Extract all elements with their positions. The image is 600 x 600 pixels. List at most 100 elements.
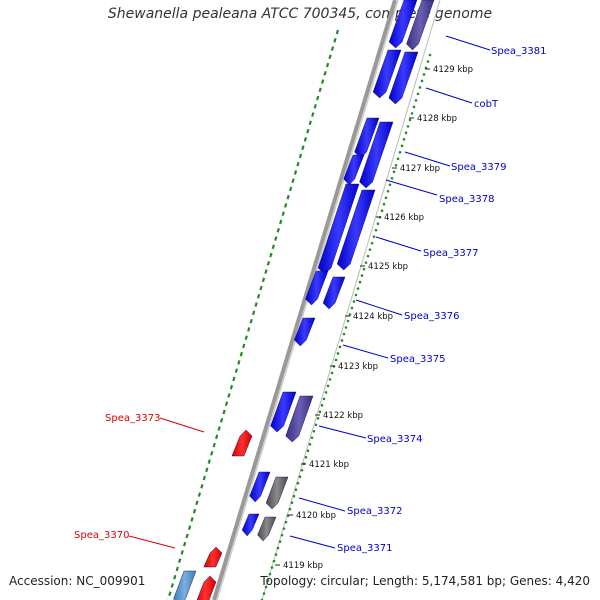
tick-track-dot [422, 73, 426, 76]
gc-skew-dot [212, 442, 216, 448]
gc-skew-dot [264, 269, 268, 274]
gc-skew-dot [215, 434, 219, 440]
gc-skew-dot [335, 29, 340, 35]
tick-track-dot [320, 404, 324, 407]
tick-track-dot [312, 430, 316, 433]
gc-skew-dot [308, 120, 312, 126]
gc-skew-dot [266, 260, 271, 266]
tick-track-dot [334, 358, 338, 362]
tick-track-dot [352, 300, 356, 303]
tick-track-dot [428, 53, 432, 57]
gc-skew-dot [279, 219, 283, 225]
gene-label-leader [298, 497, 346, 512]
gene-arrow-spea-3375 [294, 317, 316, 347]
tick-track-dot [308, 442, 312, 446]
gc-skew-dot [207, 459, 211, 464]
tick-track-dot [278, 540, 282, 543]
tick-track-dot [340, 339, 344, 342]
gc-skew-dot [316, 95, 320, 101]
gene-arrow-spea-3373 [231, 429, 253, 457]
gc-skew-dot [328, 54, 332, 60]
tick-track-dot [280, 533, 284, 537]
gc-skew-dot [311, 112, 315, 117]
tick-track-dot [338, 345, 342, 349]
accession-label: Accession: NC_009901 [9, 574, 146, 588]
tick-track-dot [310, 436, 314, 440]
gc-skew-dot [217, 426, 221, 431]
tick-track-dot [394, 163, 398, 167]
gene-label-spea-3371: Spea_3371 [337, 543, 392, 554]
tick-track-dot [304, 455, 308, 459]
gene-label-leader [375, 236, 422, 252]
tick-track-dot [382, 202, 386, 206]
gene-label-cobt: cobT [474, 99, 499, 110]
tick-track-dot [374, 228, 378, 232]
tick-track-dot [270, 566, 274, 569]
gene-label-leader [289, 535, 336, 549]
gene-arrow-spea-3374b [285, 395, 314, 443]
gc-skew-dot [281, 211, 285, 217]
gene-label-leader [318, 425, 367, 439]
tick-track-dot [366, 254, 370, 258]
tick-track-dot [344, 326, 348, 329]
gc-skew-dot [333, 37, 337, 43]
gc-skew-dot [197, 492, 202, 497]
tick-track-dot [306, 449, 310, 453]
gene-arrow-spea-3378a [343, 154, 365, 186]
gc-skew-dot [251, 310, 256, 316]
tick-label: 4121 kbp [309, 460, 349, 470]
tick-track-dot [282, 527, 286, 530]
tick-track-dot [294, 488, 298, 492]
gc-skew-dot [330, 46, 335, 51]
gene-label-spea-3378: Spea_3378 [439, 194, 494, 205]
gc-skew-dot [237, 360, 241, 365]
gene-label-spea-3370: Spea_3370 [74, 530, 129, 541]
gene-arrow-spea-3370 [203, 546, 223, 568]
tick-track-dot [276, 546, 280, 550]
tick-track-dot [396, 157, 400, 161]
tick-label: 4128 kbp [417, 114, 457, 124]
tick-track-dot [392, 170, 396, 174]
gc-skew-dot [325, 62, 330, 68]
gc-skew-dot [202, 475, 207, 481]
gc-skew-dot [320, 79, 325, 84]
tick-track-dot [272, 559, 276, 563]
gc-skew-dot [192, 508, 197, 514]
tick-track-dot [266, 579, 270, 582]
gc-skew-dot [168, 591, 172, 597]
gc-skew-dot [234, 368, 239, 374]
tick-track-dot [348, 313, 352, 316]
tick-label: 4123 kbp [338, 362, 378, 372]
tick-track-dot [314, 423, 318, 427]
gc-skew-dot [195, 500, 199, 506]
tick-track-dot [364, 261, 368, 264]
tick-track-dot [414, 99, 418, 102]
gc-skew-dot [180, 550, 184, 555]
gc-skew-dot [298, 153, 303, 159]
gene-label-spea-3381: Spea_3381 [491, 46, 546, 57]
gc-skew-dot [274, 236, 278, 241]
tick-track-dot [376, 222, 380, 225]
tick-track-dot [384, 196, 388, 200]
gc-skew-dot [254, 302, 258, 307]
gc-skew-dot [247, 327, 251, 332]
gene-label-leader [342, 344, 389, 359]
gene-label-spea-3376: Spea_3376 [404, 311, 459, 322]
gc-skew-dot [286, 194, 290, 200]
gc-skew-dot [271, 244, 275, 250]
gene-label-leader [128, 535, 176, 549]
tick-track-dot [404, 131, 408, 135]
outer-ring [261, 0, 441, 600]
tick-track-dot [262, 592, 266, 595]
gc-skew-dot [175, 566, 179, 572]
tick-label: 4129 kbp [433, 65, 473, 75]
tick-track-dot [420, 79, 424, 83]
tick-label: 4127 kbp [400, 164, 440, 174]
tick-track-dot [406, 125, 410, 128]
tick-track-dot [274, 553, 278, 556]
tick-track-dot [264, 585, 268, 589]
gc-skew-dot [293, 170, 298, 175]
gene-arrow-spea-3379b [359, 121, 394, 189]
gc-skew-dot [239, 351, 243, 357]
